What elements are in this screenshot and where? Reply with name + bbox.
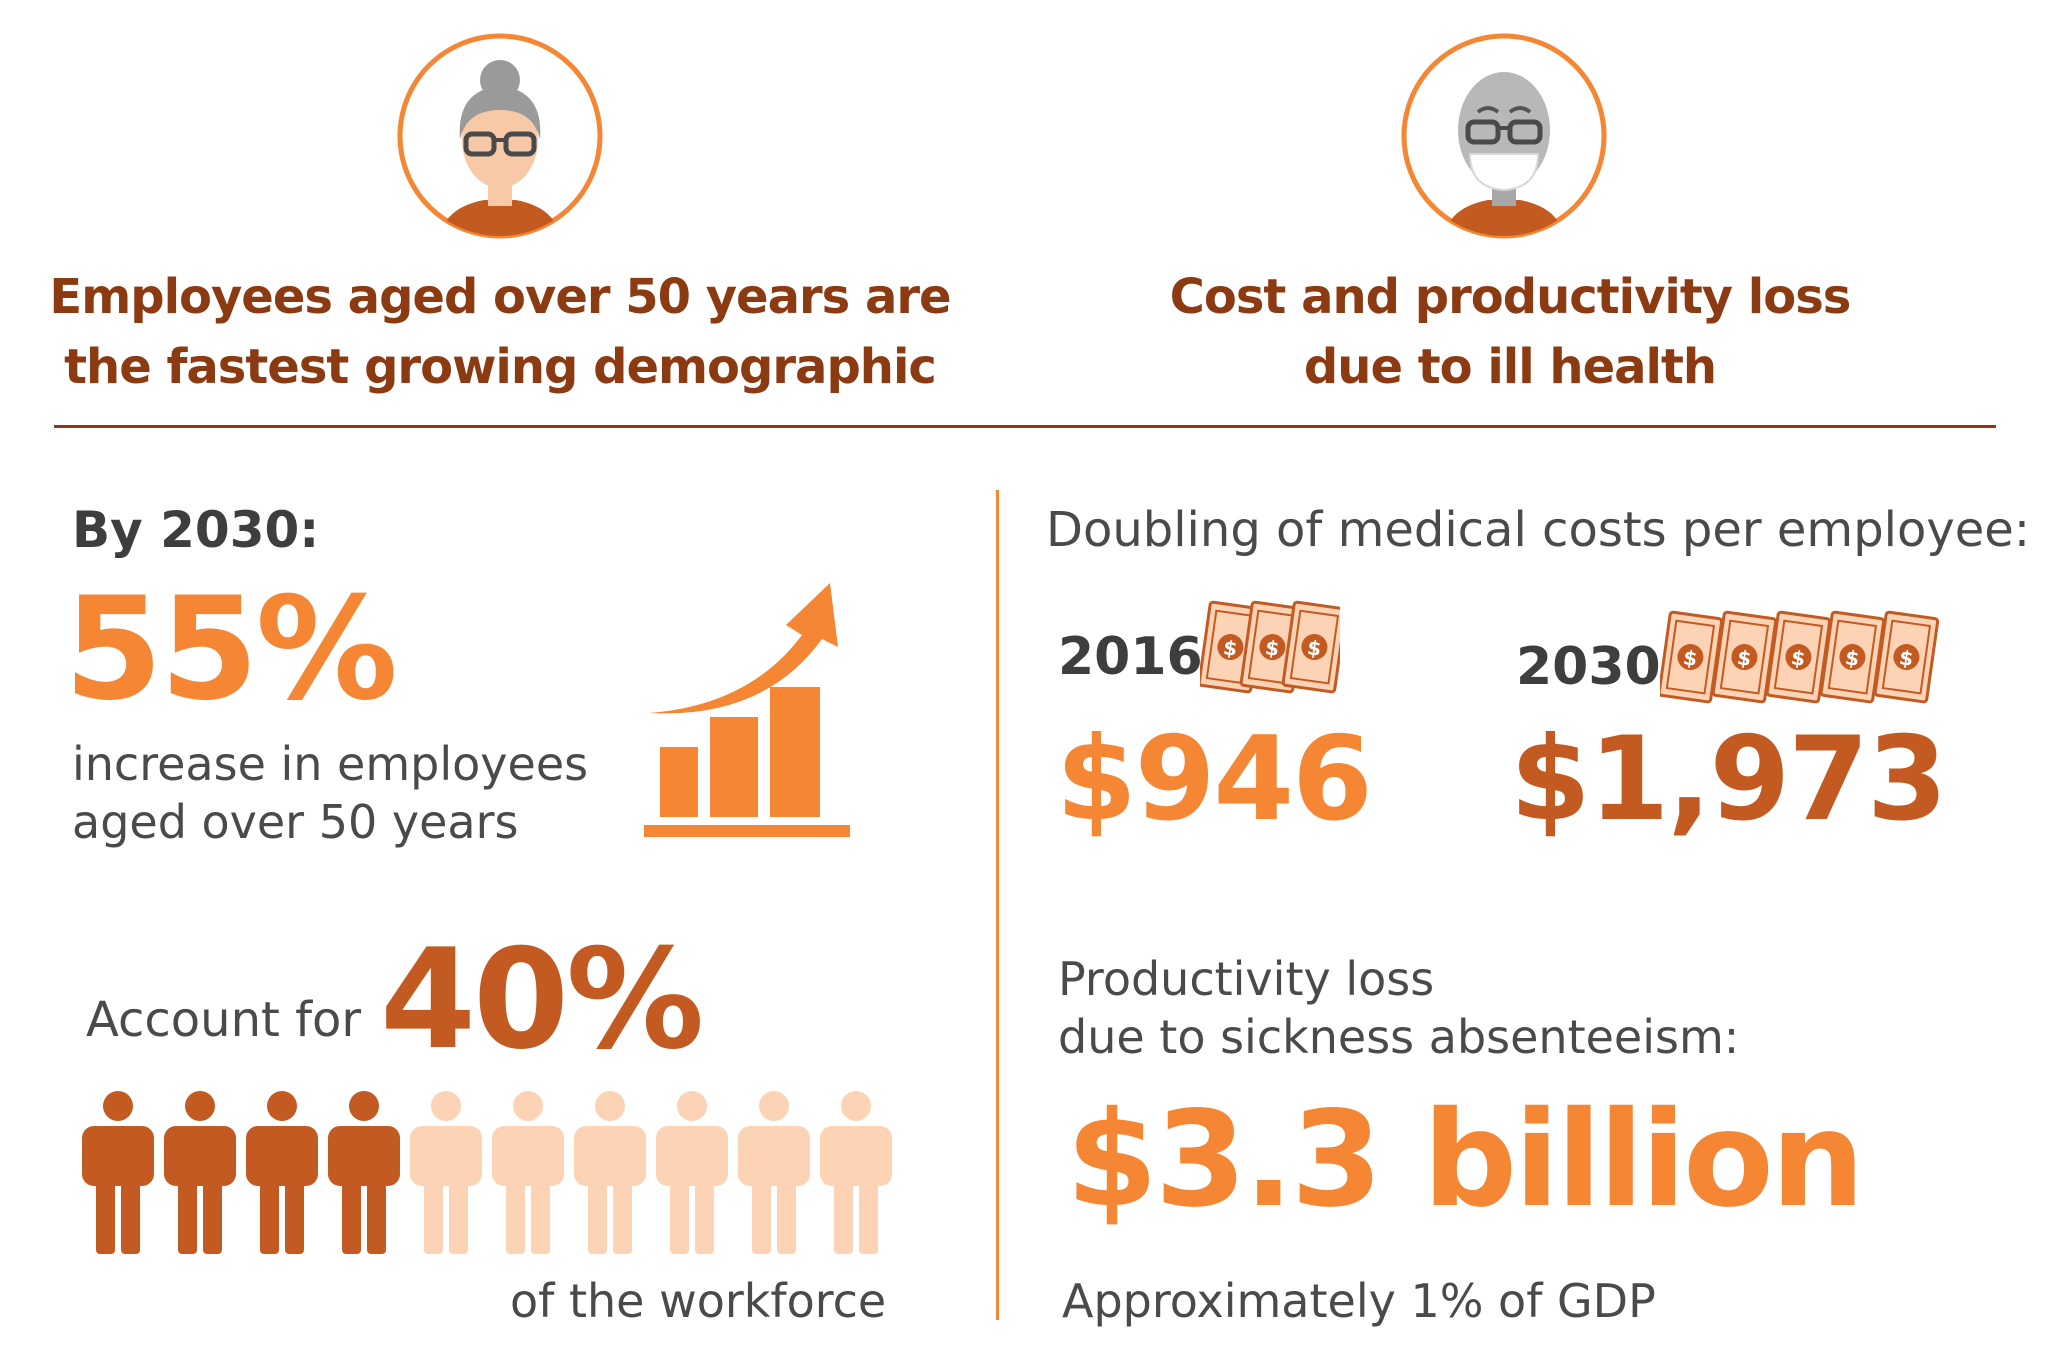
person-icon bbox=[410, 1091, 482, 1254]
workforce-label: of the workforce bbox=[510, 1274, 887, 1328]
svg-text:$: $ bbox=[1736, 645, 1753, 671]
account-for-label: Account for bbox=[86, 992, 362, 1048]
older-woman-avatar-icon bbox=[397, 33, 603, 239]
dollar-banknote-icon: $ bbox=[1281, 600, 1340, 694]
banknotes-2030: $ $ $ $ $ bbox=[1660, 610, 1940, 704]
person-icon bbox=[820, 1091, 892, 1254]
right-heading: Cost and productivity loss due to ill he… bbox=[1169, 269, 1852, 395]
svg-text:$: $ bbox=[1222, 635, 1239, 661]
person-icon bbox=[246, 1091, 318, 1254]
person-icon bbox=[738, 1091, 810, 1254]
account-value: 40% bbox=[380, 919, 704, 1080]
person-icon bbox=[164, 1091, 236, 1254]
increase-description: increase in employees aged over 50 years bbox=[72, 737, 589, 849]
horizontal-divider bbox=[54, 425, 1996, 428]
svg-text:$: $ bbox=[1682, 645, 1699, 671]
svg-text:$: $ bbox=[1844, 645, 1861, 671]
svg-text:$: $ bbox=[1898, 645, 1915, 671]
cost-2030-value: $1,973 bbox=[1510, 712, 1948, 847]
dollar-banknote-icon: $ bbox=[1819, 610, 1886, 704]
vertical-divider bbox=[996, 490, 999, 1320]
person-icon bbox=[82, 1091, 154, 1254]
svg-text:$: $ bbox=[1790, 645, 1807, 671]
banknotes-2016: $ $ $ bbox=[1200, 600, 1340, 694]
person-icon bbox=[656, 1091, 728, 1254]
svg-text:$: $ bbox=[1264, 635, 1281, 661]
person-icon bbox=[328, 1091, 400, 1254]
person-icon bbox=[574, 1091, 646, 1254]
gdp-note: Approximately 1% of GDP bbox=[1062, 1274, 1656, 1328]
doubling-label: Doubling of medical costs per employee: bbox=[1046, 502, 2030, 558]
dollar-banknote-icon: $ bbox=[1765, 610, 1832, 704]
dollar-banknote-icon: $ bbox=[1711, 610, 1778, 704]
productivity-label: Productivity loss due to sickness absent… bbox=[1058, 952, 1740, 1064]
people-row bbox=[82, 1091, 892, 1254]
dollar-banknote-icon: $ bbox=[1873, 610, 1940, 704]
year-2030-label: 2030 bbox=[1516, 637, 1661, 697]
year-2016-label: 2016 bbox=[1058, 627, 1203, 687]
increase-value: 55% bbox=[64, 567, 398, 732]
by-2030-label: By 2030: bbox=[72, 501, 320, 559]
left-heading: Employees aged over 50 years are the fas… bbox=[49, 269, 951, 395]
svg-text:$: $ bbox=[1306, 635, 1323, 661]
cost-2016-value: $946 bbox=[1056, 712, 1373, 847]
person-icon bbox=[492, 1091, 564, 1254]
sick-person-avatar-icon bbox=[1401, 33, 1607, 239]
productivity-loss-value: $3.3 billion bbox=[1066, 1083, 1865, 1237]
bar-chart-arrow-up-icon bbox=[644, 583, 850, 837]
